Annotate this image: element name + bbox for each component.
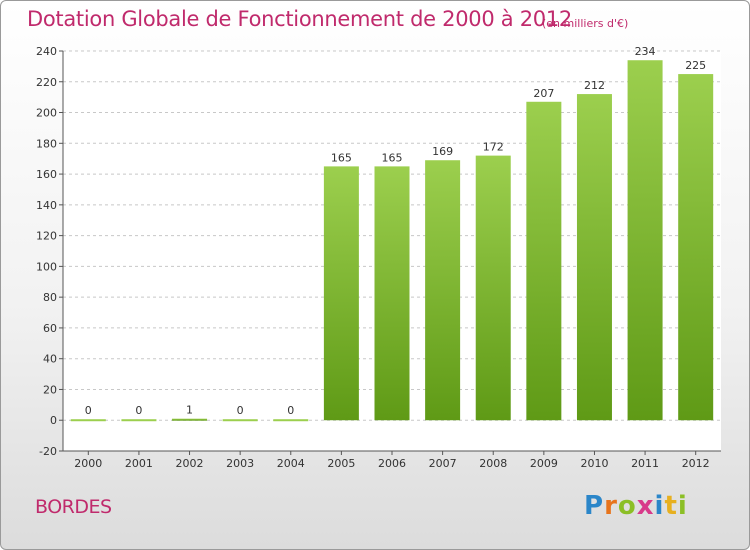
y-tick-label: 220 [36,76,57,89]
bar [526,101,562,421]
logo-letter: x [636,491,655,521]
bar [425,160,461,421]
y-tick-label: 80 [43,291,57,304]
data-label: 234 [635,45,656,58]
bar [172,418,208,421]
data-label: 169 [432,145,453,158]
y-tick-label: 200 [36,107,57,120]
data-label: 0 [85,404,92,417]
logo-letter: i [654,491,665,521]
logo-letter: P [584,491,605,521]
bar [678,74,714,421]
bar [323,166,359,421]
y-tick-label: 0 [50,414,57,427]
data-label: 172 [483,141,504,154]
data-label: 212 [584,79,605,92]
bar [627,60,663,421]
y-tick-label: 20 [43,383,57,396]
data-label: 0 [237,404,244,417]
bar [273,419,309,422]
y-tick-label: 120 [36,230,57,243]
data-label: 0 [135,404,142,417]
x-tick-label: 2006 [378,457,406,470]
x-tick-label: 2010 [580,457,608,470]
chart-subtitle: (en milliers d'€) [542,17,629,30]
logo-letter: o [617,491,637,521]
bar [374,166,410,421]
proxiti-logo: Proxiti [584,491,688,521]
logo-letter: i [677,491,688,521]
x-tick-label: 2009 [530,457,558,470]
x-tick-label: 2003 [226,457,254,470]
x-tick-label: 2012 [682,457,710,470]
data-label: 165 [382,151,403,164]
y-tick-label: 40 [43,353,57,366]
y-tick-label: 180 [36,137,57,150]
bar [70,419,106,422]
data-label: 165 [331,151,352,164]
x-tick-label: 2000 [74,457,102,470]
data-label: 1 [186,404,193,417]
x-tick-label: 2007 [429,457,457,470]
bar [475,155,511,421]
y-tick-label: 140 [36,199,57,212]
x-tick-label: 2001 [125,457,153,470]
data-label: 0 [287,404,294,417]
x-tick-label: 2011 [631,457,659,470]
logo-letter: t [664,491,678,521]
bar [121,419,157,422]
x-tick-label: 2002 [176,457,204,470]
x-tick-label: 2004 [277,457,305,470]
x-tick-label: 2008 [479,457,507,470]
y-tick-label: 240 [36,45,57,58]
logo-letter: r [604,491,618,521]
y-tick-label: 60 [43,322,57,335]
bar [222,419,258,422]
y-tick-label: 100 [36,260,57,273]
y-tick-label: -20 [39,445,57,458]
x-tick-label: 2005 [327,457,355,470]
commune-name: BORDES [35,496,112,518]
chart-title: Dotation Globale de Fonctionnement de 20… [27,7,572,31]
y-tick-label: 160 [36,168,57,181]
bar [576,94,612,421]
data-label: 225 [685,59,706,72]
data-label: 207 [533,87,554,100]
